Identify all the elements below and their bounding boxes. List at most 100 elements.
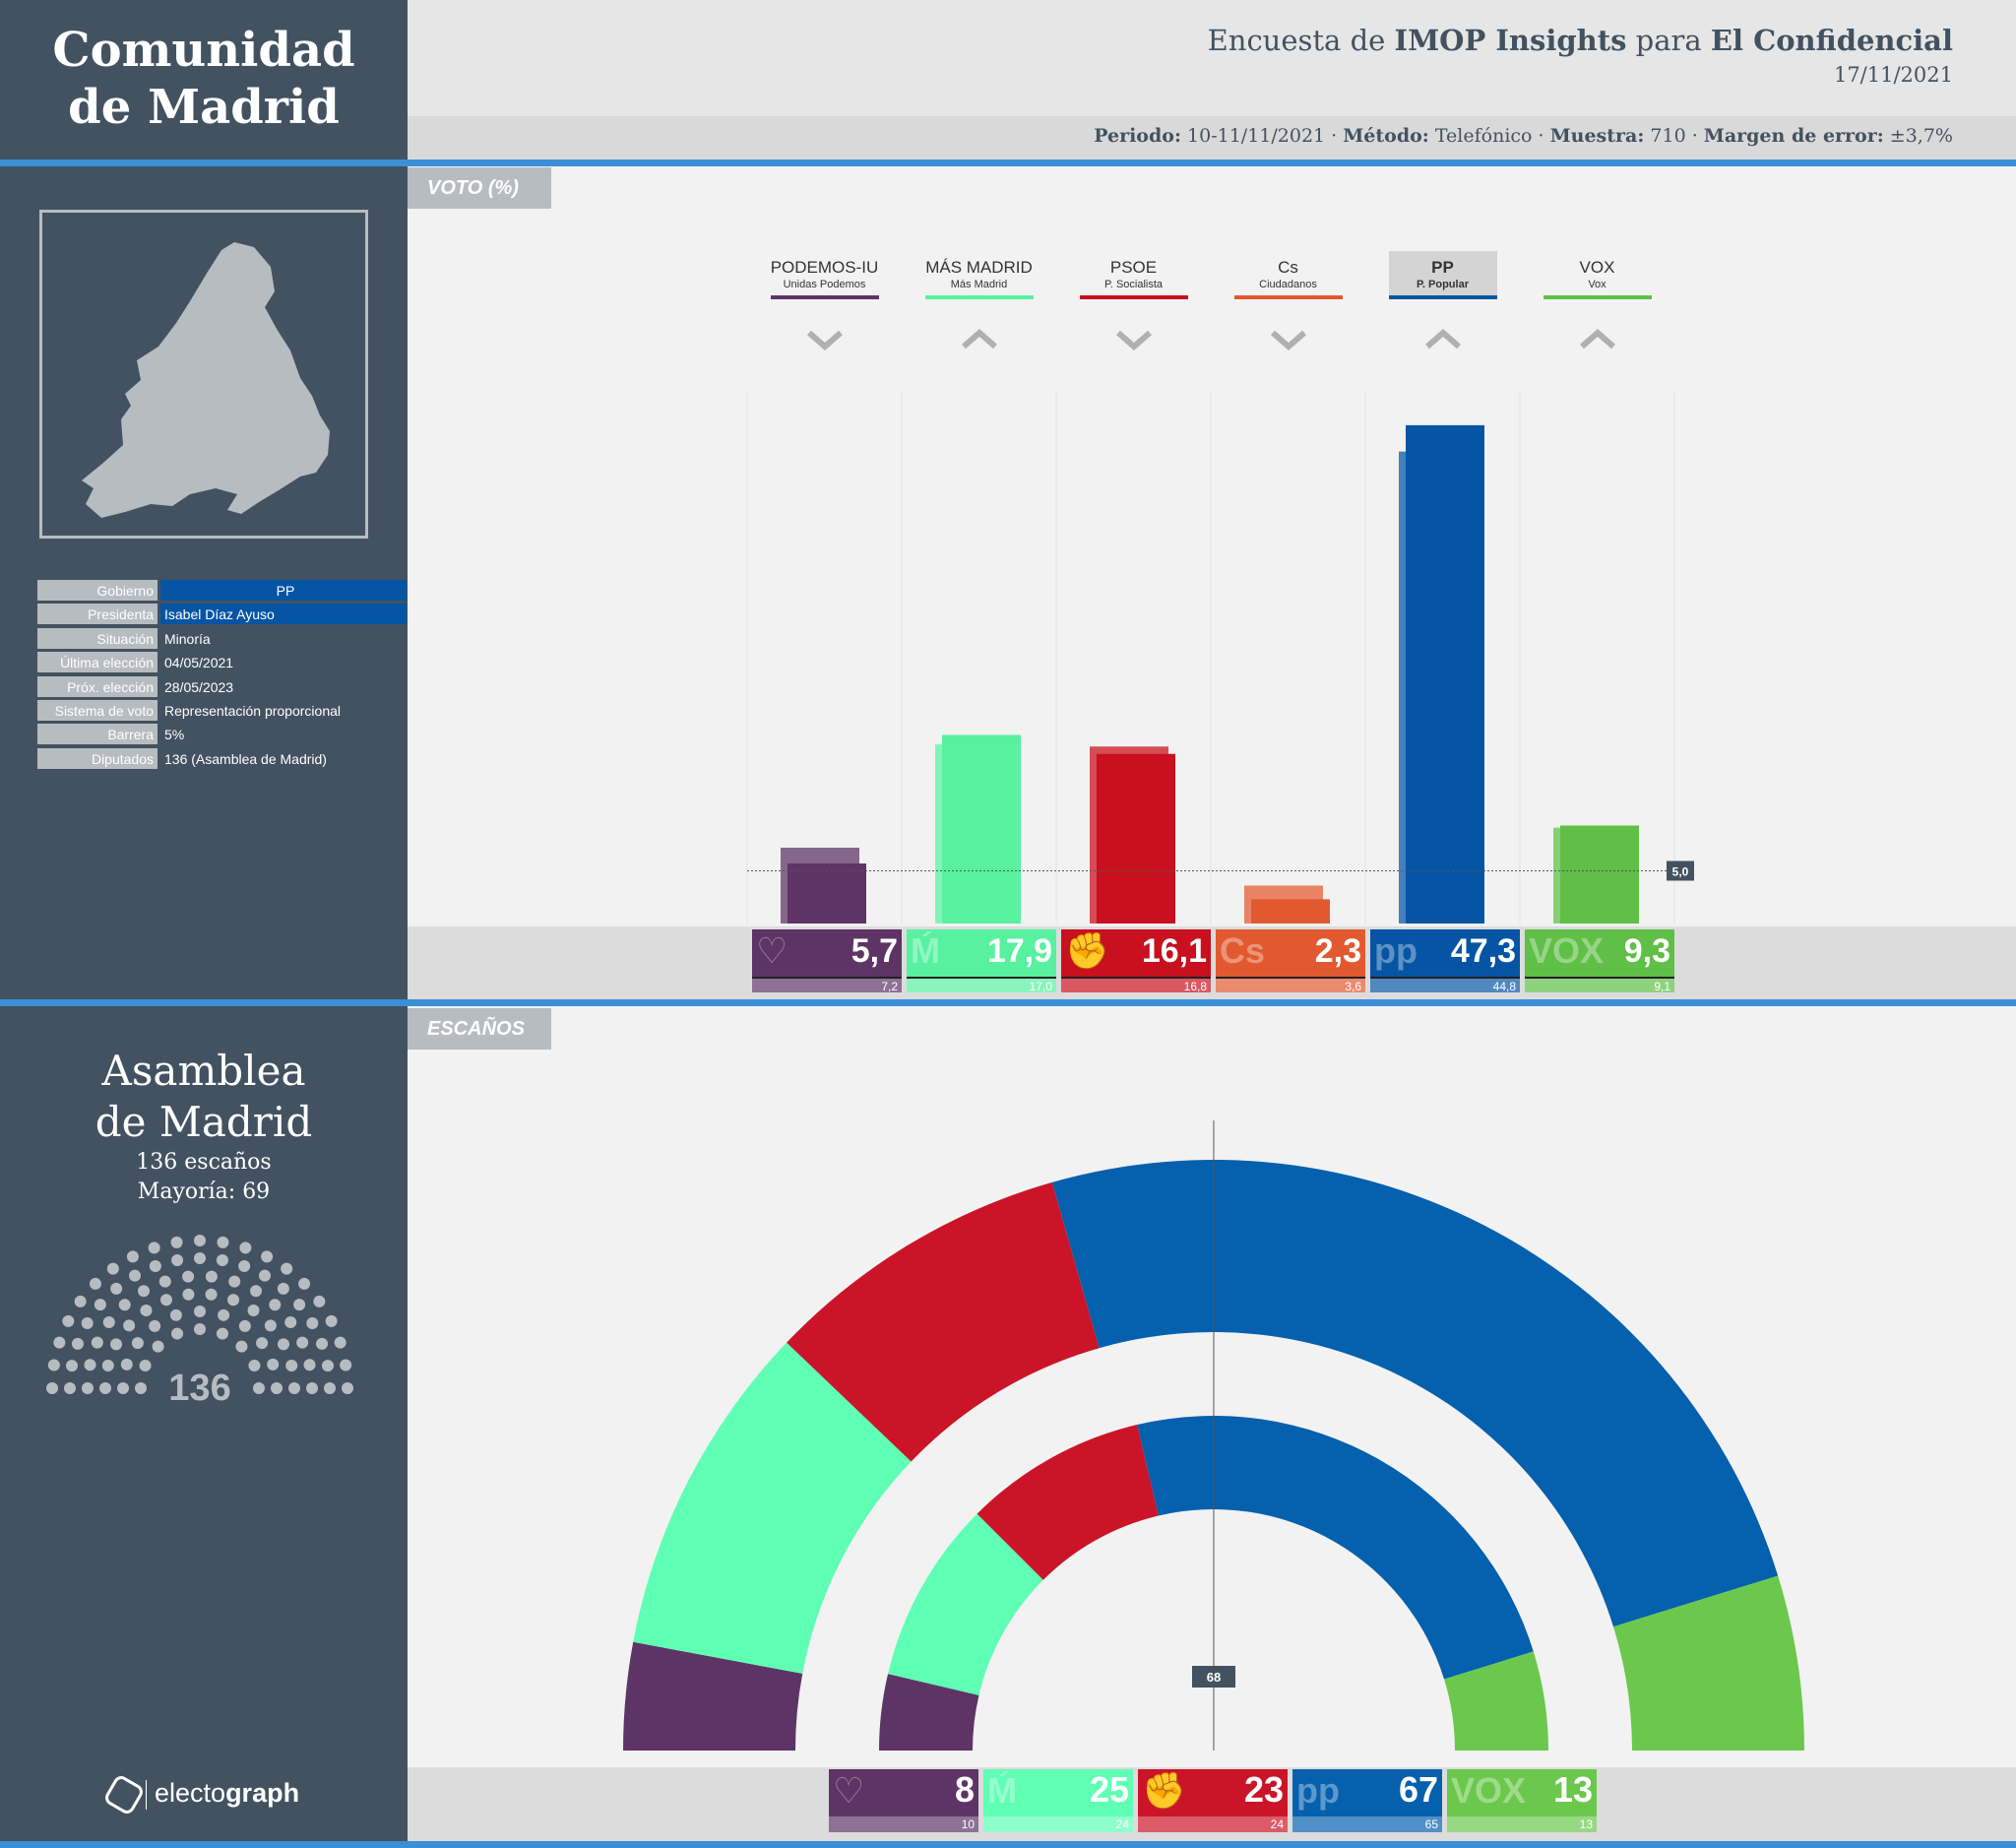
hemicycle-seat (148, 1242, 160, 1254)
header-details-bar (408, 116, 2016, 159)
hemicycle-seat (239, 1242, 252, 1254)
muestra-label: Muestra: (1549, 125, 1645, 147)
hemicycle-seat (149, 1319, 161, 1332)
hemicycle-seat (303, 1359, 316, 1371)
party-name: Cs (1278, 258, 1298, 277)
majority-label: 68 (1207, 1670, 1221, 1685)
vote-value: 2,3 (1314, 932, 1361, 970)
seat-previous-value: 24 (983, 1816, 1133, 1832)
bar-current (1406, 424, 1484, 924)
hemicycle-seat (94, 1299, 106, 1311)
info-value: Isabel Díaz Ayuso (160, 604, 407, 625)
party-fullname: Más Madrid (950, 279, 1008, 290)
vote-box-podemos-iu: ♡ 5,7 7,2 (752, 929, 902, 993)
brand-light: electo (155, 1778, 226, 1808)
hemicycle-seat (71, 1337, 84, 1350)
hemicycle-seat (248, 1360, 261, 1372)
seat-value: 8 (954, 1769, 975, 1810)
madrid-map (82, 242, 330, 518)
brand-bold: graph (225, 1778, 300, 1808)
arrow-down-icon (1115, 330, 1152, 350)
hemicycle-seat (271, 1382, 283, 1394)
info-value: 136 (Asamblea de Madrid) (164, 750, 327, 767)
party-logo-icon: pp (1296, 1770, 1340, 1811)
info-row: Situación Minoría (37, 627, 370, 650)
info-key: Presidenta (37, 604, 158, 625)
seat-previous-value: 24 (1138, 1816, 1288, 1832)
hemicycle-seat (109, 1338, 122, 1351)
hemicycle-seat (170, 1236, 183, 1248)
hemicycle-seat (139, 1360, 152, 1372)
hemicycle-seat (152, 1340, 164, 1353)
info-key: Próx. elección (37, 675, 158, 697)
party-underline (1388, 295, 1497, 299)
hemicycle-seat (194, 1235, 206, 1246)
info-key: Diputados (37, 747, 158, 769)
hemicycle-seat (325, 1314, 338, 1327)
vote-previous-value: 44,8 (1370, 977, 1520, 993)
hemicycle-seat (259, 1269, 271, 1282)
hemicycle-seat (149, 1259, 161, 1272)
assembly-name-line2: de Madrid (94, 1098, 313, 1146)
sep: · (1532, 125, 1550, 147)
hemicycle-seat (256, 1337, 269, 1350)
hemicycle-seat (99, 1382, 111, 1394)
poll-title-prefix: Encuesta de (1207, 24, 1395, 57)
vote-box-más madrid: Ḿ 17,9 17,0 (907, 929, 1056, 993)
party-logo-icon: pp (1374, 930, 1418, 971)
majority-badge (1192, 1666, 1235, 1688)
hemicycle-seat (288, 1382, 300, 1394)
party-fullname: Ciudadanos (1259, 279, 1317, 290)
hemicycle-seat (47, 1359, 60, 1371)
hemicycle-seat (182, 1288, 195, 1301)
party-underline (924, 295, 1034, 299)
vote-value: 9,3 (1623, 932, 1670, 970)
party-underline (770, 295, 879, 299)
party-logo-icon: ✊ (1142, 1770, 1186, 1811)
hemicycle-seat (238, 1259, 251, 1272)
sep: · (1685, 125, 1704, 147)
hemicycle-seat (194, 1306, 206, 1317)
info-row: Próx. elección 28/05/2023 (37, 675, 370, 698)
vote-previous-value: 17,0 (907, 977, 1056, 993)
seat-inner-segment-pp (1137, 1416, 1534, 1680)
hemicycle-seat (296, 1336, 309, 1349)
hemicycle-seat (101, 1360, 114, 1372)
seat-chart: 68 (623, 1120, 1804, 1751)
hemicycle-seat (277, 1282, 289, 1295)
hemicycle-seat (135, 1382, 147, 1394)
assembly-name: Asamblea de Madrid (0, 1046, 408, 1148)
assembly-seats: 136 escaños (136, 1150, 272, 1175)
info-key: Última elección (37, 652, 158, 673)
hemicycle-seat (82, 1382, 94, 1394)
seat-inner-segment-vox (1444, 1651, 1548, 1751)
hemicycle-seat (247, 1304, 260, 1316)
periodo-label: Periodo: (1094, 125, 1181, 147)
hemicycle-seat (253, 1382, 265, 1394)
hemicycle-seat (89, 1277, 101, 1290)
arrow-up-icon (961, 329, 997, 350)
party-header-más madrid: MÁS MADRID Más Madrid (924, 258, 1034, 299)
hemicycle-seat (140, 1304, 153, 1316)
hemicycle-seat (159, 1294, 172, 1306)
hemicycle-seat (84, 1359, 96, 1371)
vote-box-pp: pp 47,3 44,8 (1370, 929, 1520, 993)
bar-current (942, 734, 1021, 924)
hemicycle-seat (298, 1277, 311, 1290)
hemicycle-seat (182, 1270, 195, 1283)
info-value: 5% (164, 727, 185, 743)
poll-date: 17/11/2021 (1833, 63, 1953, 87)
hemicycle-seat (91, 1336, 103, 1349)
party-name: PODEMOS-IU (770, 258, 879, 277)
brand: electograph (102, 1773, 300, 1816)
hemicycle-seat (169, 1308, 182, 1321)
hemicycle-seat (313, 1295, 326, 1307)
party-name: PSOE (1109, 258, 1158, 277)
map-frame (39, 210, 368, 539)
hemicycle-seat (129, 1269, 141, 1282)
hemicycle-seat (218, 1308, 230, 1321)
hemicycle-seat (81, 1317, 94, 1329)
hemicycle-seat (306, 1382, 318, 1394)
info-key: Barrera (37, 724, 158, 745)
seat-value: 13 (1552, 1769, 1593, 1810)
